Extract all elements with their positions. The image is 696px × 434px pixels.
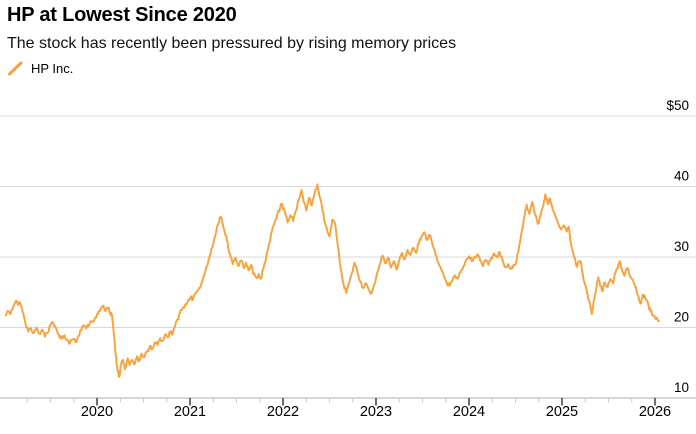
x-axis-label: 2024: [453, 404, 485, 420]
chart-legend: HP Inc.: [7, 60, 73, 77]
hp-price-line-series: [4, 183, 660, 378]
y-axis-label: $50: [666, 98, 689, 113]
page-title: HP at Lowest Since 2020: [7, 4, 237, 26]
y-axis-label: 40: [674, 169, 689, 184]
x-axis-label: 2025: [546, 404, 578, 420]
x-axis-label: 2022: [267, 404, 299, 420]
y-axis-label: 10: [674, 380, 689, 395]
diagonal-line-swatch-icon: [8, 61, 23, 76]
chart-subtitle: The stock has recently been pressured by…: [7, 35, 457, 52]
x-axis-label: 2026: [639, 404, 671, 420]
legend-series-label: HP Inc.: [31, 61, 74, 76]
y-axis-label: 30: [674, 239, 689, 254]
x-axis-label: 2021: [174, 404, 206, 420]
x-axis-label: 2023: [360, 404, 392, 420]
y-axis-label: 20: [674, 310, 689, 325]
x-axis-label: 2020: [81, 404, 113, 420]
